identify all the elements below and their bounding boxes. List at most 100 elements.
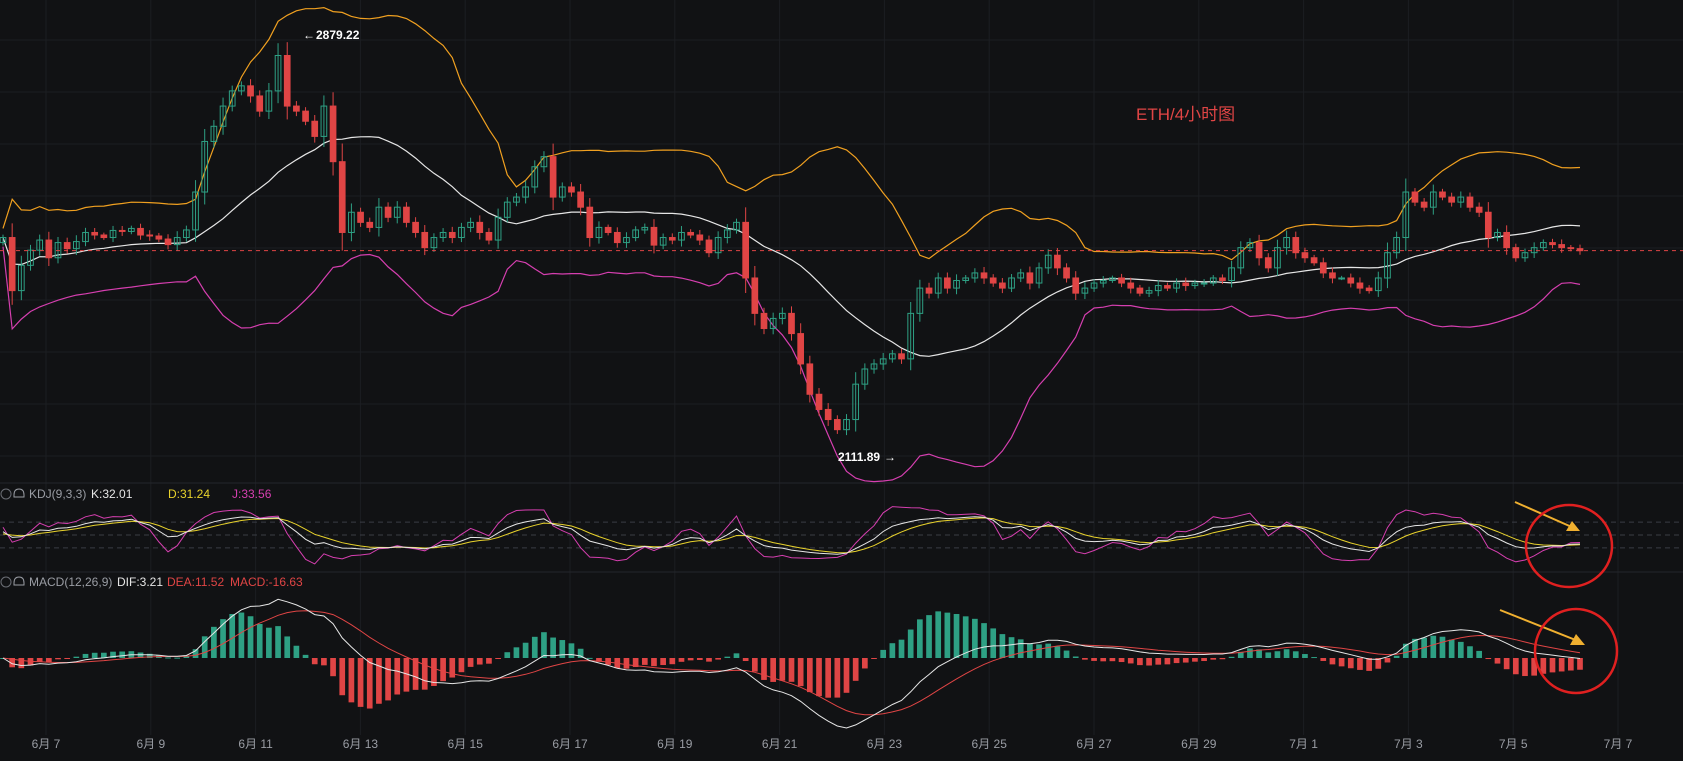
- candle-body: [8, 237, 16, 292]
- macd-histogram-bar: [366, 658, 373, 709]
- macd-histogram-bar: [1072, 656, 1079, 658]
- macd-histogram-bar: [476, 658, 483, 665]
- macd-histogram-bar: [889, 643, 896, 658]
- candle-body: [1164, 285, 1171, 289]
- candle-body: [302, 110, 309, 122]
- macd-histogram-bar: [1036, 644, 1042, 658]
- kdj-j-value: J:33.56: [232, 487, 272, 501]
- macd-histogram-bar: [9, 658, 16, 668]
- macd-histogram-bar: [1329, 658, 1336, 665]
- candle-body: [1209, 277, 1217, 284]
- candle-body: [412, 221, 419, 233]
- kdj-arrow: [1514, 501, 1575, 529]
- x-tick-label: 6月 21: [762, 737, 798, 751]
- kdj-toggle-icon[interactable]: [0, 488, 12, 500]
- candle-body: [1329, 272, 1336, 279]
- chart-title: ETH/4小时图: [1136, 105, 1235, 124]
- macd-histogram-bar: [119, 651, 126, 658]
- kdj-annotation: [1514, 501, 1614, 589]
- macd-histogram-bar: [339, 658, 346, 696]
- candle-body: [843, 419, 850, 431]
- macd-histogram-bar: [577, 648, 584, 658]
- candle-body: [458, 226, 465, 239]
- macd-value: MACD:-16.63: [230, 575, 303, 589]
- macd-histogram-bar: [761, 658, 767, 680]
- macd-histogram-bar: [1008, 637, 1015, 658]
- candle-body: [1099, 280, 1107, 284]
- x-tick-label: 6月 25: [972, 737, 1008, 751]
- macd-histogram-bar: [1402, 643, 1409, 658]
- macd-name: MACD(12,26,9): [29, 575, 112, 589]
- macd-histogram-bar: [1292, 651, 1299, 658]
- macd-histogram-bar: [495, 658, 501, 659]
- candle-body: [632, 229, 639, 239]
- macd-histogram-bar: [82, 653, 89, 658]
- macd-arrow-head: [1570, 634, 1585, 645]
- x-tick-label: 7月 1: [1289, 737, 1318, 751]
- macd-histogram-bar: [1577, 658, 1583, 670]
- candle-body: [834, 419, 841, 431]
- candle-body: [925, 287, 933, 294]
- candle-body: [705, 239, 713, 254]
- macd-histogram-bar: [1467, 646, 1473, 658]
- candle-body: [769, 317, 777, 330]
- candle-body: [100, 234, 108, 239]
- macd-histogram-bar: [18, 658, 25, 669]
- candle-body: [595, 226, 603, 239]
- macd-histogram-bar: [1219, 658, 1226, 660]
- candle-body: [1063, 267, 1070, 279]
- macd-histogram-bar: [302, 654, 309, 658]
- macd-histogram-bar: [816, 658, 822, 697]
- macd-histogram-bar: [357, 658, 364, 707]
- macd-histogram-bar: [541, 632, 547, 658]
- macd-histogram-bar: [834, 658, 841, 698]
- macd-histogram-bar: [220, 619, 226, 658]
- macd-histogram-bar: [1567, 658, 1574, 671]
- macd-histogram-bar: [1054, 646, 1061, 658]
- candle-body: [916, 287, 924, 314]
- candle-body: [73, 241, 80, 250]
- macd-histogram-bar: [1173, 658, 1180, 664]
- x-tick-label: 6月 29: [1181, 737, 1217, 751]
- x-tick-label: 6月 9: [136, 737, 165, 751]
- macd-histogram-bar: [1522, 658, 1528, 677]
- candle-body: [1200, 282, 1208, 285]
- macd-histogram-bar: [311, 658, 318, 665]
- candle-body: [1127, 282, 1135, 289]
- macd-toggle-icon[interactable]: [0, 576, 12, 588]
- candle-body: [192, 191, 199, 231]
- macd-histogram-bar: [1540, 658, 1547, 674]
- macd-histogram-bar: [559, 640, 566, 658]
- macd-histogram-bar: [385, 658, 391, 701]
- candle-body: [1026, 272, 1034, 284]
- macd-histogram-bar: [907, 629, 914, 658]
- macd-bell-icon[interactable]: [13, 576, 25, 586]
- macd-highlight-circle: [1533, 607, 1619, 695]
- candle-body: [265, 90, 273, 112]
- candle-body: [522, 186, 529, 198]
- macd-dif-line: [2, 598, 1581, 729]
- macd-histogram-bar: [1283, 649, 1290, 658]
- macd-histogram-bar: [669, 658, 676, 665]
- macd-histogram-bar: [1228, 656, 1235, 658]
- candle-body: [907, 312, 915, 360]
- candle-body: [1521, 252, 1529, 259]
- macd-histogram-bar: [1549, 658, 1556, 673]
- macd-histogram-bar: [1485, 658, 1492, 660]
- candle-body: [1072, 277, 1080, 294]
- candle-body: [861, 368, 869, 385]
- macd-histogram-bar: [110, 651, 116, 658]
- candle-body: [1054, 254, 1061, 269]
- candle-body: [201, 140, 209, 193]
- macd-histogram-bar: [403, 658, 410, 692]
- kdj-bell-icon[interactable]: [13, 488, 25, 498]
- candle-body: [815, 393, 823, 410]
- macd-histogram-bar: [706, 658, 712, 662]
- macd-histogram-bar: [330, 658, 336, 677]
- candle-body: [91, 231, 99, 236]
- candle-body: [1246, 242, 1254, 249]
- x-tick-label: 6月 7: [32, 737, 61, 751]
- candle-body: [1466, 196, 1474, 208]
- macd-histogram-bar: [1274, 651, 1281, 658]
- macd-histogram-bar: [174, 657, 181, 659]
